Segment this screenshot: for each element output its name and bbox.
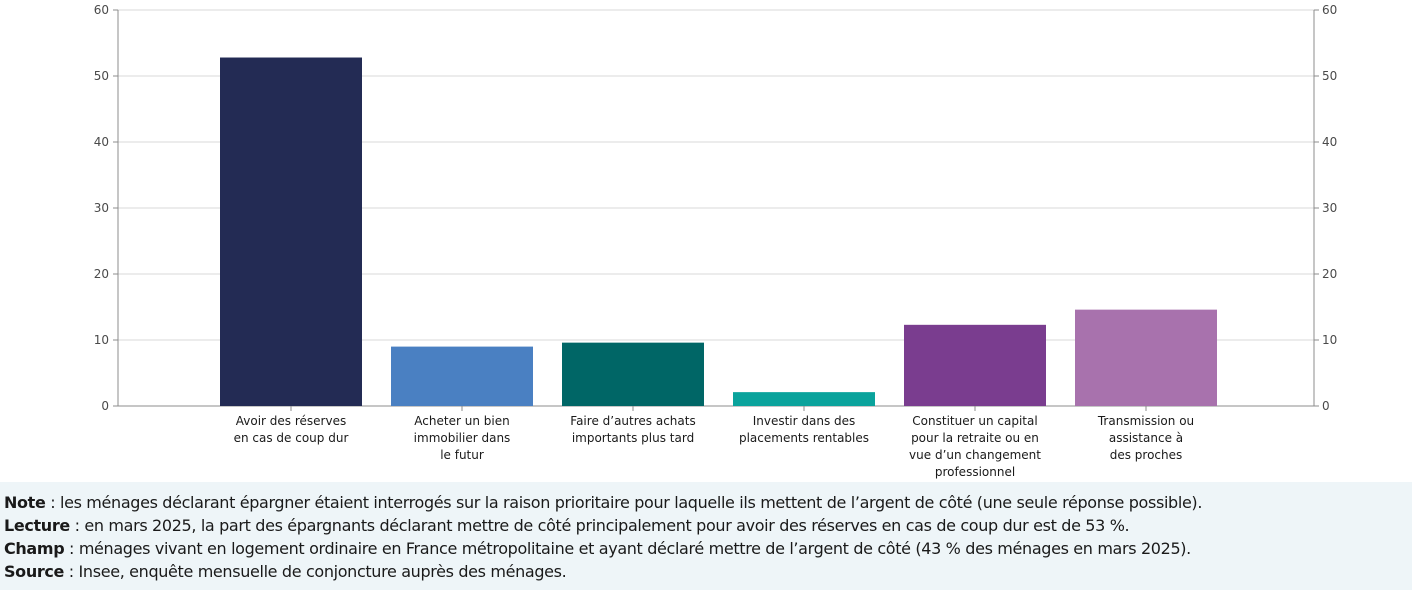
source-label: Source: [4, 562, 65, 581]
bar: [220, 57, 362, 407]
y-tick-label-right: 20: [1322, 267, 1337, 281]
x-category-label: vue d’un changement: [909, 448, 1041, 462]
x-category-label: placements rentables: [739, 431, 869, 445]
x-category-label: Transmission ou: [1097, 414, 1194, 428]
y-tick-label-right: 50: [1322, 69, 1337, 83]
x-category-label: en cas de coup dur: [234, 431, 349, 445]
bar: [1075, 309, 1217, 406]
reading-label: Lecture: [4, 516, 70, 535]
x-category-label: Investir dans des: [753, 414, 856, 428]
bar: [733, 392, 875, 406]
note-text: : les ménages déclarant épargner étaient…: [45, 493, 1203, 512]
y-tick-label-right: 0: [1322, 399, 1330, 413]
source-line: Source : Insee, enquête mensuelle de con…: [4, 560, 1410, 583]
x-category-label: Constituer un capital: [912, 414, 1037, 428]
y-tick-label-right: 40: [1322, 135, 1337, 149]
bar: [562, 342, 704, 406]
scope-line: Champ : ménages vivant en logement ordin…: [4, 537, 1410, 560]
chart-panel: 0 0 10 10 20 20 30 30 40 40 50 50 60 60 Avoir des rése…: [0, 0, 1412, 482]
source-text: : Insee, enquête mensuelle de conjonctur…: [64, 562, 567, 581]
y-tick-label-left: 40: [94, 135, 109, 149]
reading-text: : en mars 2025, la part des épargnants d…: [69, 516, 1130, 535]
x-category-label: Acheter un bien: [414, 414, 509, 428]
x-category-label: des proches: [1110, 448, 1183, 462]
bar: [391, 346, 533, 406]
y-tick-label-right: 30: [1322, 201, 1337, 215]
y-tick-label-left: 30: [94, 201, 109, 215]
x-category-label: Avoir des réserves: [236, 414, 346, 428]
x-category-label: le futur: [440, 448, 484, 462]
scope-text: : ménages vivant en logement ordinaire e…: [64, 539, 1191, 558]
y-tick-label-left: 20: [94, 267, 109, 281]
y-tick-label-left: 50: [94, 69, 109, 83]
chart-notes: Note : les ménages déclarant épargner ét…: [4, 491, 1410, 583]
x-category-label: immobilier dans: [414, 431, 511, 445]
y-tick-label-right: 10: [1322, 333, 1337, 347]
scope-label: Champ: [4, 539, 65, 558]
y-tick-label-left: 10: [94, 333, 109, 347]
y-tick-label-right: 60: [1322, 3, 1337, 17]
reading-line: Lecture : en mars 2025, la part des épar…: [4, 514, 1410, 537]
y-tick-label-left: 60: [94, 3, 109, 17]
y-tick-label-left: 0: [101, 399, 109, 413]
bar: [904, 324, 1046, 406]
note-label: Note: [4, 493, 46, 512]
bar-chart: 0 0 10 10 20 20 30 30 40 40 50 50 60 60 Avoir des rése…: [94, 3, 1338, 479]
x-category-label: assistance à: [1109, 431, 1183, 445]
x-category-label: importants plus tard: [572, 431, 694, 445]
x-category-label: professionnel: [935, 465, 1015, 479]
x-category-label: Faire d’autres achats: [570, 414, 695, 428]
x-category-label: pour la retraite ou en: [911, 431, 1039, 445]
note-line: Note : les ménages déclarant épargner ét…: [4, 491, 1410, 514]
